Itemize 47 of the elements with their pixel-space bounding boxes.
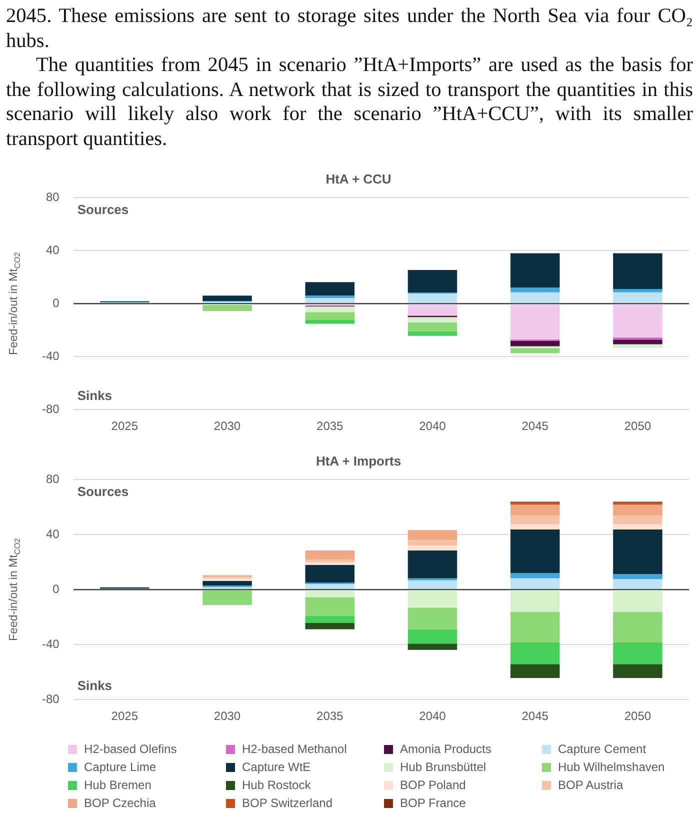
x-tick-label: 2040 bbox=[419, 419, 446, 434]
x-tick-label: 2035 bbox=[316, 419, 344, 434]
y-axis-title: Feed-in/out in MtCO2 bbox=[8, 252, 22, 355]
y-tick-label: -80 bbox=[42, 692, 60, 706]
legend-label: Hub Rostock bbox=[242, 778, 311, 792]
y-tick-label: 0 bbox=[52, 582, 60, 596]
text: 2045. These emissions are sent to storage sites under the North Sea via four CO₂ hubs. bbox=[6, 4, 693, 53]
y-axis-title: Feed-in/out in MtCO2 bbox=[8, 538, 22, 641]
annotation: Sinks bbox=[77, 388, 112, 404]
legend-label: H2-based Methanol bbox=[242, 742, 347, 756]
legend-label: Capture Cement bbox=[558, 742, 646, 756]
chart-title: HtA + Imports bbox=[316, 453, 402, 468]
x-tick-label: 2040 bbox=[419, 709, 446, 724]
x-tick-label: 2050 bbox=[624, 419, 652, 434]
y-tick-label: -40 bbox=[42, 636, 60, 651]
legend-label: H2-based Olefins bbox=[84, 742, 177, 756]
x-tick-label: 2045 bbox=[522, 709, 549, 724]
legend-label: BOP Austria bbox=[558, 778, 624, 792]
y-tick-label: 40 bbox=[46, 526, 60, 541]
x-tick-label: 2035 bbox=[316, 709, 344, 724]
x-tick-label: 2025 bbox=[111, 709, 138, 724]
legend-label: Hub Brunsbüttel bbox=[400, 760, 486, 774]
legend-label: Hub Bremen bbox=[84, 778, 152, 792]
x-tick-label: 2045 bbox=[522, 419, 549, 434]
chart-title: HtA + CCU bbox=[326, 171, 392, 186]
y-tick-label: 80 bbox=[46, 472, 60, 486]
annotation: Sources bbox=[77, 484, 129, 500]
y-tick-label: 0 bbox=[52, 296, 60, 310]
y-tick-label: -80 bbox=[42, 402, 60, 416]
legend-label: BOP Poland bbox=[400, 778, 466, 792]
y-tick-label: 40 bbox=[46, 242, 60, 257]
x-tick-label: 2050 bbox=[624, 709, 652, 724]
legend-label: BOP Czechia bbox=[84, 796, 156, 810]
x-tick-label: 2030 bbox=[214, 419, 241, 434]
legend-label: Capture Lime bbox=[84, 760, 156, 774]
text: The quantities from 2045 in scenario ”HtA+Imports” are used as the basis for the following calculations. A network that is sized to transport the quantities in this scenario will likely also work for the scenario ”HtA+CCU”, with its smaller transport quantities. bbox=[6, 53, 693, 151]
legend-label: BOP France bbox=[400, 796, 466, 810]
legend-label: Capture WtE bbox=[242, 760, 311, 774]
legend-label: BOP Switzerland bbox=[242, 796, 332, 810]
legend-label: Amonia Products bbox=[400, 742, 492, 756]
y-tick-label: -40 bbox=[42, 348, 60, 363]
annotation: Sources bbox=[77, 202, 129, 218]
annotation: Sinks bbox=[77, 678, 112, 694]
legend-label: Hub Wilhelmshaven bbox=[558, 760, 665, 774]
y-tick-label: 80 bbox=[46, 190, 60, 204]
x-tick-label: 2025 bbox=[111, 419, 138, 434]
x-tick-label: 2030 bbox=[214, 709, 241, 724]
